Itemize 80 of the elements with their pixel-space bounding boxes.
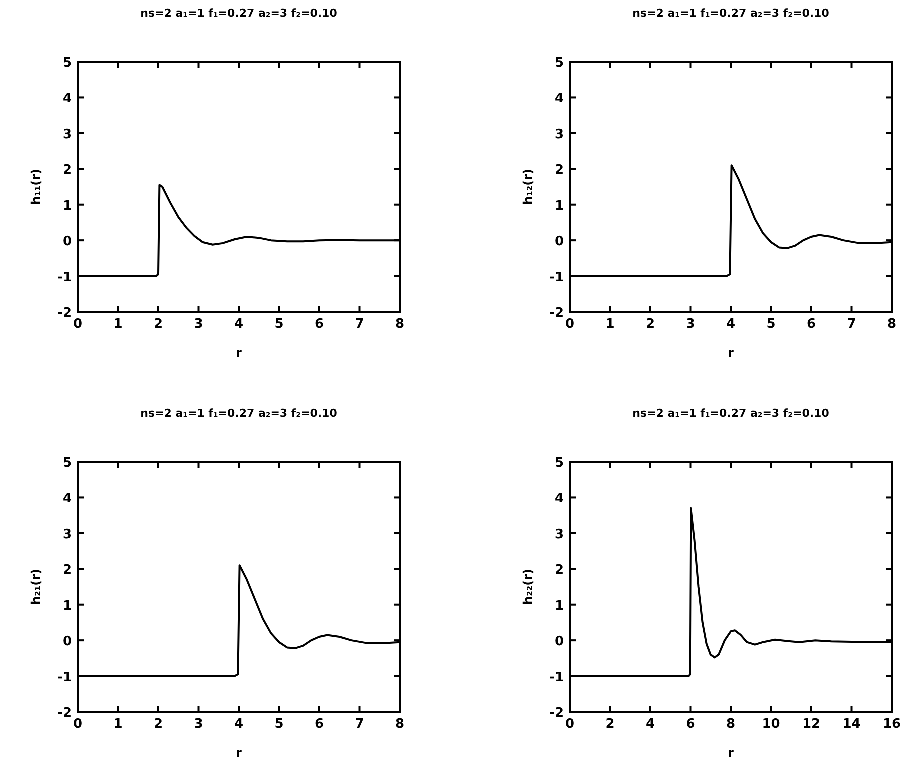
chart-title: ns=2 a₁=1 f₁=0.27 a₂=3 f₂=0.10	[140, 407, 338, 420]
y-tick-label: 2	[62, 163, 72, 178]
x-tick-label: 1	[114, 317, 123, 332]
x-tick-label: 5	[274, 317, 284, 332]
y-tick-label: 0	[554, 234, 564, 250]
y-tick-label: 3	[62, 127, 72, 142]
x-tick-label: 4	[646, 717, 656, 732]
y-axis-title: h₂₁(r)	[29, 569, 43, 605]
x-tick-label: 0	[73, 717, 83, 732]
x-tick-label: 7	[847, 317, 856, 332]
y-tick-label: -2	[58, 306, 72, 321]
x-tick-label: 6	[686, 717, 696, 732]
y-tick-label: 1	[554, 198, 564, 214]
x-tick-label: 14	[842, 717, 861, 732]
y-tick-label: -1	[58, 270, 72, 286]
y-tick-label: 1	[554, 598, 564, 614]
y-tick-label: 2	[62, 563, 72, 578]
x-axis-title: r	[236, 746, 242, 760]
x-axis-title: r	[728, 746, 734, 760]
y-tick-label: 5	[62, 456, 72, 471]
x-tick-label: 5	[766, 317, 776, 332]
x-tick-label: 3	[194, 317, 204, 332]
chart-title: ns=2 a₁=1 f₁=0.27 a₂=3 f₂=0.10	[140, 7, 338, 20]
x-tick-label: 8	[395, 317, 405, 332]
y-tick-label: 4	[554, 492, 564, 507]
x-tick-label: 10	[762, 717, 780, 732]
y-tick-label: -1	[58, 670, 72, 686]
x-tick-label: 6	[314, 317, 324, 332]
x-tick-label: 2	[154, 717, 164, 732]
y-axis-title: h₂₂(r)	[521, 569, 535, 605]
x-tick-label: 8	[395, 717, 405, 732]
x-tick-label: 1	[114, 717, 123, 732]
y-tick-label: 4	[62, 92, 72, 107]
y-tick-label: -1	[550, 670, 564, 686]
y-tick-label: 3	[554, 127, 564, 142]
x-tick-label: 0	[73, 317, 83, 332]
x-tick-label: 16	[882, 717, 902, 732]
x-tick-label: 4	[234, 317, 244, 332]
x-tick-label: 8	[726, 717, 736, 732]
x-tick-label: 6	[314, 717, 324, 732]
y-axis-title: h₁₂(r)	[521, 169, 535, 205]
y-axis-title: h₁₁(r)	[29, 169, 43, 205]
y-tick-label: 3	[62, 527, 72, 542]
y-tick-label: 0	[62, 234, 72, 250]
x-axis-title: r	[236, 346, 242, 360]
x-tick-label: 0	[565, 317, 575, 332]
y-tick-label: -2	[550, 306, 564, 321]
y-tick-label: -1	[550, 270, 564, 286]
x-tick-label: 7	[355, 317, 364, 332]
x-tick-label: 1	[606, 317, 615, 332]
y-tick-label: 1	[62, 198, 72, 214]
y-tick-label: -2	[550, 706, 564, 721]
x-tick-label: 3	[194, 717, 204, 732]
x-tick-label: 5	[274, 717, 284, 732]
x-tick-label: 0	[565, 717, 575, 732]
y-tick-label: 2	[554, 563, 564, 578]
chart-title: ns=2 a₁=1 f₁=0.27 a₂=3 f₂=0.10	[632, 407, 830, 420]
x-axis-title: r	[728, 346, 734, 360]
y-tick-label: 5	[554, 56, 564, 71]
x-tick-label: 4	[726, 317, 736, 332]
y-tick-label: 0	[62, 634, 72, 650]
y-tick-label: 4	[62, 492, 72, 507]
x-tick-label: 4	[234, 717, 244, 732]
chart-title: ns=2 a₁=1 f₁=0.27 a₂=3 f₂=0.10	[632, 7, 830, 20]
x-tick-label: 3	[686, 317, 696, 332]
x-tick-label: 12	[802, 717, 821, 732]
x-tick-label: 7	[355, 717, 364, 732]
y-tick-label: 4	[554, 92, 564, 107]
y-tick-label: 0	[554, 634, 564, 650]
x-tick-label: 2	[646, 317, 656, 332]
y-tick-label: 2	[554, 163, 564, 178]
y-tick-label: 3	[554, 527, 564, 542]
y-tick-label: -2	[58, 706, 72, 721]
x-tick-label: 2	[154, 317, 164, 332]
x-tick-label: 8	[887, 317, 897, 332]
x-tick-label: 2	[606, 717, 615, 732]
y-tick-label: 5	[554, 456, 564, 471]
y-tick-label: 1	[62, 598, 72, 614]
x-tick-label: 6	[806, 317, 816, 332]
y-tick-label: 5	[62, 56, 72, 71]
